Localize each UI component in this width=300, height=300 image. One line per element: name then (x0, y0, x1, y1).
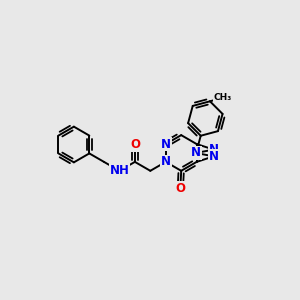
Text: N: N (161, 155, 171, 168)
Text: CH₃: CH₃ (214, 93, 232, 102)
Text: NH: NH (110, 164, 129, 177)
Text: O: O (175, 182, 185, 195)
Text: N: N (161, 138, 171, 151)
Text: N: N (191, 146, 201, 160)
Text: N: N (208, 143, 219, 156)
Text: O: O (130, 138, 140, 152)
Text: N: N (208, 150, 219, 163)
